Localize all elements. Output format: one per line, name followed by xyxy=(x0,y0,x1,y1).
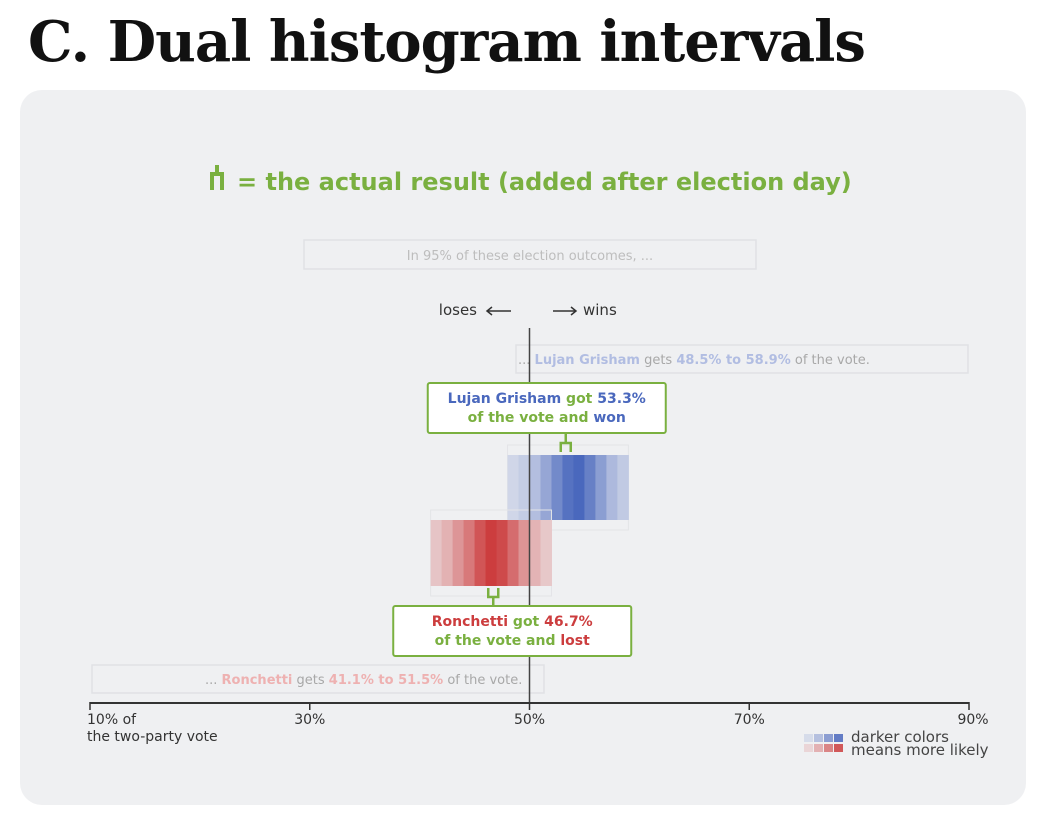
key-blue-swatch-0 xyxy=(804,734,813,742)
grisham-bin-10 xyxy=(617,455,629,520)
ronchetti-bin-3 xyxy=(463,520,476,586)
grisham-bin-0 xyxy=(507,455,520,520)
x-tick-label-30: 30% xyxy=(294,712,325,728)
right-arrow-icon xyxy=(553,306,578,316)
grisham-bin-7 xyxy=(584,455,596,520)
x-tick-label-50: 50% xyxy=(514,712,545,728)
page-title: C. Dual histogram intervals xyxy=(28,9,866,75)
ronchetti-bin-9 xyxy=(529,520,541,586)
ronchetti-callout-name: Ronchetti xyxy=(432,614,508,630)
ronchetti-callout-value: 46.7% xyxy=(544,614,593,630)
ronchetti-callout-line1: Ronchetti got 46.7% xyxy=(432,614,593,630)
x-tick-label-70: 70% xyxy=(734,712,765,728)
interval-text-boxes: ... Lujan Grisham gets 48.5% to 58.9% of… xyxy=(91,344,969,694)
grisham-interval-name: Lujan Grisham xyxy=(535,353,640,368)
grisham-bin-5 xyxy=(562,455,574,520)
chart-panel: = the actual result (added after electio… xyxy=(20,90,1026,805)
x-axis: 10% of 30% 50% 70% 90% the two-party vote xyxy=(87,702,989,745)
grisham-callout-outcome: won xyxy=(593,410,626,426)
actual-result-legend-text: = the actual result (added after electio… xyxy=(237,168,852,196)
ronchetti-bin-4 xyxy=(474,520,487,586)
actual-result-marker-icon xyxy=(210,165,224,190)
grisham-bin-2 xyxy=(529,455,541,520)
direction-labels: loses wins xyxy=(439,301,617,319)
loses-label: loses xyxy=(439,301,477,319)
grisham-callout-line1: Lujan Grisham got 53.3% xyxy=(448,391,646,407)
key-red-swatch-0 xyxy=(804,744,813,752)
ronchetti-callout-box xyxy=(392,605,633,657)
ronchetti-bin-6 xyxy=(496,520,509,586)
key-blue-swatch-1 xyxy=(814,734,823,742)
ronchetti-bin-7 xyxy=(507,520,520,586)
left-arrow-icon xyxy=(485,306,511,316)
ronchetti-interval-text: ... Ronchetti gets 41.1% to 51.5% of the… xyxy=(205,673,522,688)
x-tick-label-90: 90% xyxy=(957,712,988,728)
key-red-swatch-1 xyxy=(814,744,823,752)
interval-header-text: In 95% of these election outcomes, ... xyxy=(407,249,653,264)
key-blue-swatch-3 xyxy=(834,734,843,742)
ronchetti-interval-box xyxy=(91,664,545,694)
key-red-swatch-3 xyxy=(834,744,843,752)
key-blue-swatch-2 xyxy=(824,734,833,742)
grisham-interval-high: 58.9% xyxy=(746,353,791,368)
wins-label: wins xyxy=(583,301,617,319)
histogram-bands xyxy=(430,444,629,597)
grisham-interval-box xyxy=(515,344,969,374)
grisham-callout-name: Lujan Grisham xyxy=(448,391,562,407)
grisham-bin-4 xyxy=(551,455,563,520)
key-red-swatch-2 xyxy=(824,744,833,752)
ronchetti-actual-marker-icon xyxy=(486,588,500,605)
x-tick-label-10: 10% of xyxy=(87,712,137,728)
ronchetti-interval-low: 41.1% xyxy=(329,673,374,688)
ronchetti-callout-line2: of the vote and lost xyxy=(435,633,590,649)
grisham-bin-3 xyxy=(540,455,552,520)
interval-header-box xyxy=(303,239,757,270)
grisham-interval-text: ... Lujan Grisham gets 48.5% to 58.9% of… xyxy=(518,353,870,368)
ronchetti-interval-name: Ronchetti xyxy=(222,673,293,688)
actual-result-legend: = the actual result (added after electio… xyxy=(210,165,852,196)
ronchetti-bin-0 xyxy=(430,520,443,586)
ronchetti-interval-high: 51.5% xyxy=(398,673,443,688)
key-text-line1: darker colors xyxy=(851,728,949,746)
grisham-bin-6 xyxy=(573,455,585,520)
grisham-bin-8 xyxy=(595,455,607,520)
ronchetti-bin-5 xyxy=(485,520,498,586)
dual-histogram-chart: = the actual result (added after electio… xyxy=(87,165,989,759)
grisham-callout-box xyxy=(426,382,667,434)
grisham-interval-low: 48.5% xyxy=(676,353,721,368)
grisham-bin-9 xyxy=(606,455,618,520)
ronchetti-callout-outcome: lost xyxy=(560,633,590,649)
ronchetti-bin-1 xyxy=(441,520,454,586)
grisham-callout-value: 53.3% xyxy=(597,391,646,407)
result-callouts: Lujan Grisham got 53.3% of the vote and w… xyxy=(392,382,667,657)
ronchetti-bin-2 xyxy=(452,520,465,586)
key-text-line2: means more likely xyxy=(851,741,989,759)
ronchetti-bin-10 xyxy=(540,520,552,586)
x-axis-sublabel: the two-party vote xyxy=(87,729,218,745)
interval-header: In 95% of these election outcomes, ... xyxy=(303,239,757,270)
grisham-callout-line2: of the vote and won xyxy=(468,410,626,426)
grisham-bin-1 xyxy=(518,455,530,520)
grisham-actual-marker-icon xyxy=(559,434,573,452)
ronchetti-bin-8 xyxy=(518,520,530,586)
